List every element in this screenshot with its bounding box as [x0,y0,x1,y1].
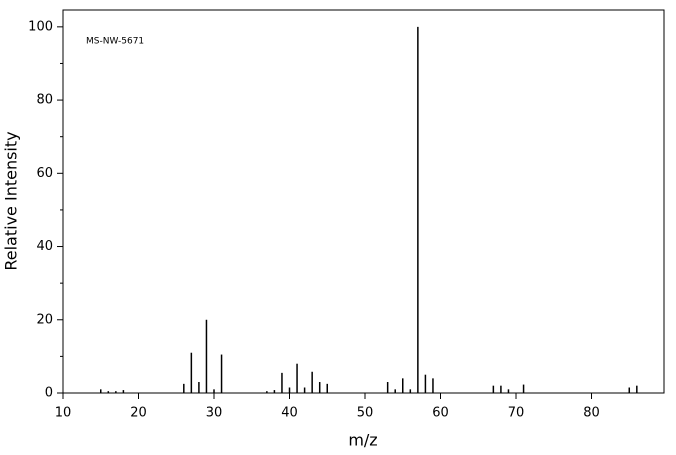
y-tick-label: 0 [45,386,53,401]
x-tick-label: 40 [281,406,298,421]
y-tick-label: 20 [36,312,53,327]
x-tick-label: 10 [55,406,72,421]
x-axis-label: m/z [348,431,377,450]
x-tick-label: 60 [432,406,449,421]
x-tick-label: 70 [508,406,525,421]
x-tick-label: 80 [583,406,600,421]
x-tick-label: 30 [206,406,223,421]
x-tick-label: 50 [357,406,374,421]
annotation: MS-NW-5671 [86,37,144,47]
y-tick-label: 40 [36,239,53,254]
y-axis-label: Relative Intensity [2,131,21,270]
y-tick-label: 100 [28,19,53,34]
y-tick-label: 80 [36,93,53,108]
x-tick-label: 20 [130,406,147,421]
y-tick-label: 60 [36,166,53,181]
plot-frame [62,9,665,394]
